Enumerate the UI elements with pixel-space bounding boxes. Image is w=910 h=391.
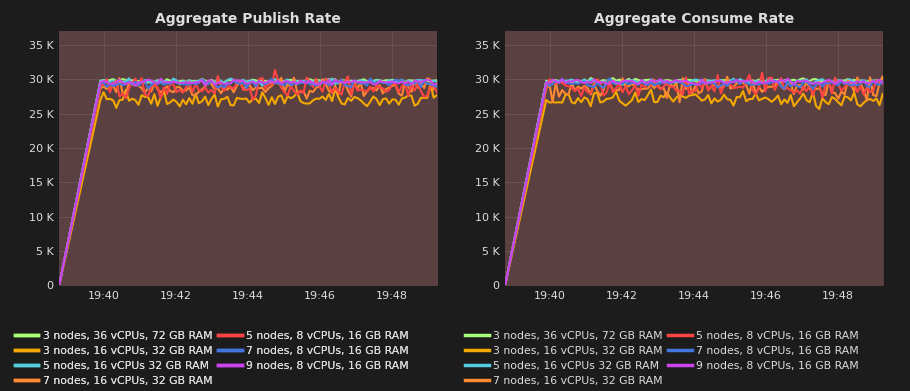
Title: Aggregate Consume Rate: Aggregate Consume Rate bbox=[593, 12, 794, 26]
Legend: 3 nodes, 36 vCPUs, 72 GB RAM, 3 nodes, 16 vCPUs, 32 GB RAM, 5 nodes, 16 vCPUs 32: 3 nodes, 36 vCPUs, 72 GB RAM, 3 nodes, 1… bbox=[465, 331, 859, 386]
Legend: 3 nodes, 36 vCPUs, 72 GB RAM, 3 nodes, 16 vCPUs, 32 GB RAM, 5 nodes, 16 vCPUs 32: 3 nodes, 36 vCPUs, 72 GB RAM, 3 nodes, 1… bbox=[15, 331, 409, 386]
Title: Aggregate Publish Rate: Aggregate Publish Rate bbox=[155, 12, 341, 26]
